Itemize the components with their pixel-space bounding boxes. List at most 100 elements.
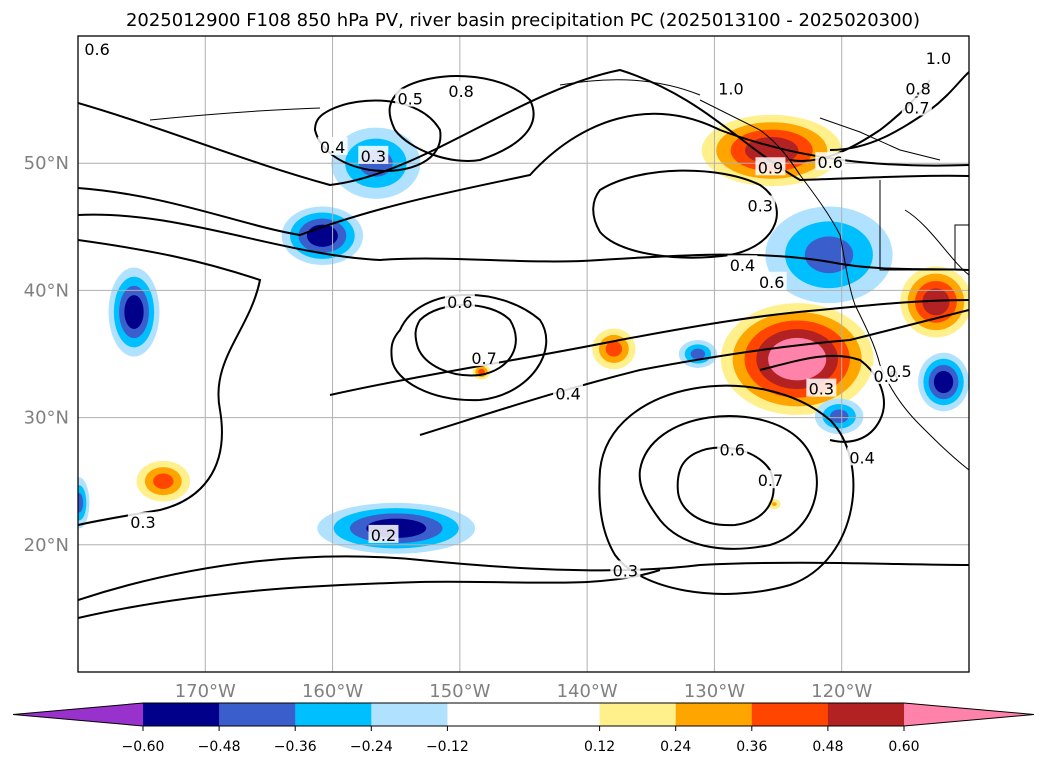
colorbar-tick-label: 0.36 (736, 739, 767, 755)
contour-label-bg (923, 47, 954, 66)
precip-region (592, 328, 636, 370)
contour-label: 0.3 (361, 147, 386, 166)
contour-label-bg (127, 512, 158, 531)
contour-label: 0.4 (849, 448, 874, 467)
colorbar-tick-label: 0.48 (812, 739, 843, 755)
colorbar-tick-label: −0.12 (426, 739, 469, 755)
contour-label: 0.7 (471, 349, 496, 368)
contour-label-bg (903, 78, 934, 97)
contour-label: 0.5 (397, 90, 422, 109)
precip-shade-level (690, 348, 706, 360)
contour-label: 0.3 (809, 380, 834, 399)
precip-shade-level (153, 473, 174, 489)
contour-label: 0.3 (613, 562, 638, 581)
contour-label-bg (82, 38, 113, 57)
precip-shade-level (124, 295, 144, 329)
contour-label-bg (717, 439, 748, 458)
contour-label: 0.2 (371, 526, 396, 545)
precip-region (281, 206, 364, 265)
colorbar-tick-label: −0.60 (122, 739, 165, 755)
contour-label: 0.8 (905, 79, 930, 98)
precip-shade-level (768, 337, 827, 381)
contour-label-bg (446, 80, 477, 99)
contour-label: 0.5 (886, 362, 911, 381)
lon-tick-label: 140°W (557, 681, 618, 702)
colorbar-tick-label: 0.24 (660, 739, 691, 755)
contour-label: 0.4 (555, 385, 580, 404)
map-plot-area: 0.60.5 0.80.4 0.31.00.80.71.00.9 0.60.30.40… (78, 36, 969, 672)
lon-tick-label: 170°W (175, 681, 236, 702)
lon-tick-label: 150°W (429, 681, 490, 702)
contour-label-bg (756, 271, 787, 290)
contour-label: 0.9 (758, 158, 783, 177)
contour-label: 0.6 (759, 273, 784, 292)
precip-shade-level (922, 288, 950, 316)
precip-shade-level (771, 502, 777, 507)
colorbar-segment (219, 703, 296, 726)
lon-tick-label: 130°W (684, 681, 745, 702)
contour-label: 0.4 (320, 138, 345, 157)
precip-region (900, 266, 969, 338)
chart-title: 2025012900 F108 850 hPa PV, river basin … (126, 10, 920, 31)
contour-label: 1.0 (926, 49, 951, 68)
contour-label-bg (847, 447, 878, 466)
precip-region (108, 267, 160, 357)
colorbar-segment (675, 703, 753, 726)
contour-label-bg (806, 378, 837, 397)
colorbar-segment (371, 703, 448, 726)
colorbar-tick-label: −0.24 (350, 739, 393, 755)
colorbar-extend-max (904, 703, 1034, 726)
precip-shade-level (933, 370, 954, 394)
contour-label: 0.8 (448, 82, 473, 101)
contour-label: 0.7 (758, 471, 783, 490)
lat-tick-label: 50°N (24, 153, 69, 174)
contour-label: 0.6 (84, 40, 109, 59)
contour-label-bg (469, 348, 500, 367)
precip-region (765, 206, 893, 304)
contour-label-bg (444, 292, 475, 311)
precip-shade-level (78, 493, 84, 513)
colorbar-segment (751, 703, 829, 726)
precip-region (136, 460, 191, 502)
contour-label-bg (727, 255, 758, 274)
coastlines (149, 79, 969, 471)
contour-label-bg (755, 470, 786, 489)
contour-label-bg (610, 560, 641, 579)
contour-label: 0.3 (130, 513, 155, 532)
contour-label-bg (395, 88, 426, 107)
colorbar-segment (447, 703, 601, 726)
lat-tick-label: 30°N (24, 408, 69, 429)
contour-label-bg (368, 524, 399, 543)
contour-label: 0.3 (748, 196, 773, 215)
axis-ticks-layer: 170°W 160°W 150°W 140°W 130°W 120°W 20°N 30°N 40… (24, 153, 873, 702)
lat-tick-label: 20°N (24, 535, 69, 556)
contour-label-bg (553, 383, 584, 402)
contour-label-bg (755, 157, 786, 176)
precip-region (678, 340, 717, 368)
contour-label-bg (358, 145, 389, 164)
precip-shade-level (478, 368, 485, 375)
colorbar-tick-label: 0.12 (584, 739, 615, 755)
colorbar-segment (827, 703, 905, 726)
contour-label-bg (715, 78, 746, 97)
colorbar-extend-min (13, 703, 143, 726)
colorbar-tick-label: −0.36 (274, 739, 317, 755)
contour-label: 0.6 (818, 153, 843, 172)
colorbar: −0.60 −0.48 −0.36 −0.24 −0.12 0.12 0.24 0.36 0.4… (12, 702, 1035, 755)
contour-label-bg (815, 152, 846, 171)
contour-label: 0.6 (720, 441, 745, 460)
colorbar-tick-label: −0.48 (198, 739, 241, 755)
colorbar-segment (143, 703, 220, 726)
lon-tick-label: 120°W (811, 681, 872, 702)
colorbar-segment (295, 703, 372, 726)
precip-region (78, 477, 90, 529)
map-frame (77, 35, 970, 673)
contour-label-bg (317, 136, 348, 155)
contour-label: 0.6 (447, 293, 472, 312)
precip-region (918, 352, 969, 412)
contour-label-bg (901, 97, 932, 116)
contour-label-bg (883, 360, 914, 379)
precip-shade-level (605, 341, 623, 357)
